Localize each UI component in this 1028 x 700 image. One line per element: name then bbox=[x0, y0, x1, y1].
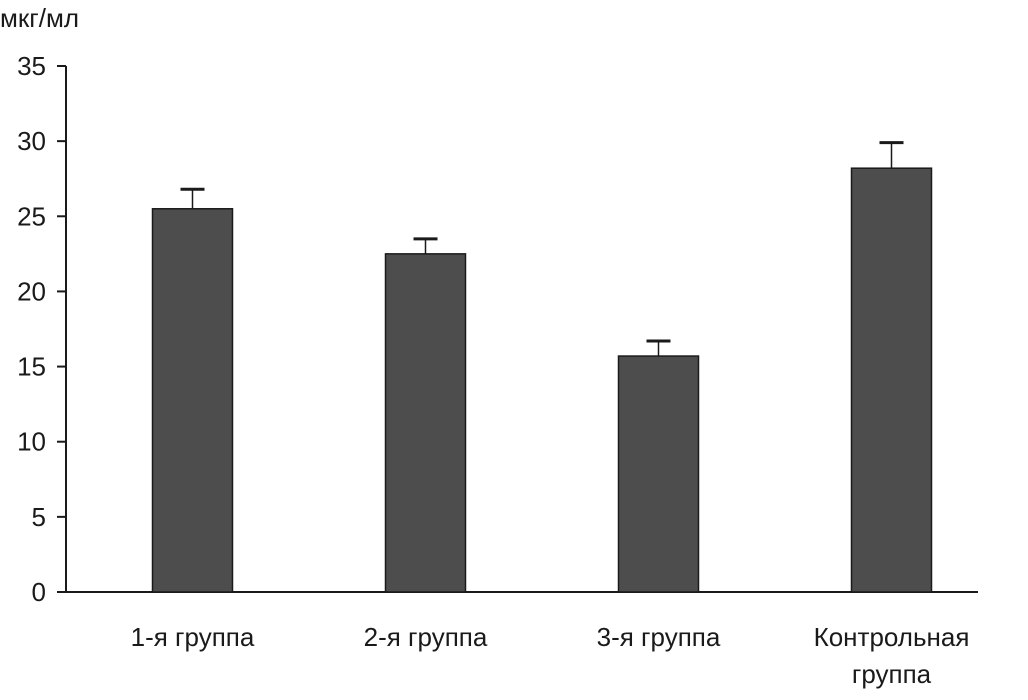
error-bars bbox=[180, 141, 904, 357]
bar bbox=[617, 355, 700, 593]
x-category-label: 1-я группа bbox=[131, 622, 255, 652]
y-tick-label: 15 bbox=[17, 352, 46, 382]
bar bbox=[384, 253, 467, 593]
y-tick-label: 35 bbox=[17, 51, 46, 81]
y-tick-label: 0 bbox=[32, 577, 46, 607]
y-axis: 0 5 10 15 20 25 30 35 bbox=[17, 51, 67, 607]
bar bbox=[850, 167, 933, 593]
x-category-label: 2-я группа bbox=[364, 622, 488, 652]
category-labels: 1-я группа 2-я группа 3-я группа Контрольна… bbox=[131, 622, 970, 689]
y-tick-label: 5 bbox=[32, 502, 46, 532]
y-tick-label: 30 bbox=[17, 126, 46, 156]
y-tick-label: 10 bbox=[17, 427, 46, 457]
y-tick-label: 20 bbox=[17, 276, 46, 306]
bar bbox=[151, 208, 234, 593]
bars bbox=[151, 167, 933, 593]
x-category-label: Контрольная bbox=[814, 622, 970, 652]
x-category-label: группа bbox=[852, 659, 932, 689]
y-tick-label: 25 bbox=[17, 201, 46, 231]
x-category-label: 3-я группа bbox=[597, 622, 721, 652]
y-axis-unit-label: мкг/мл bbox=[0, 3, 79, 33]
